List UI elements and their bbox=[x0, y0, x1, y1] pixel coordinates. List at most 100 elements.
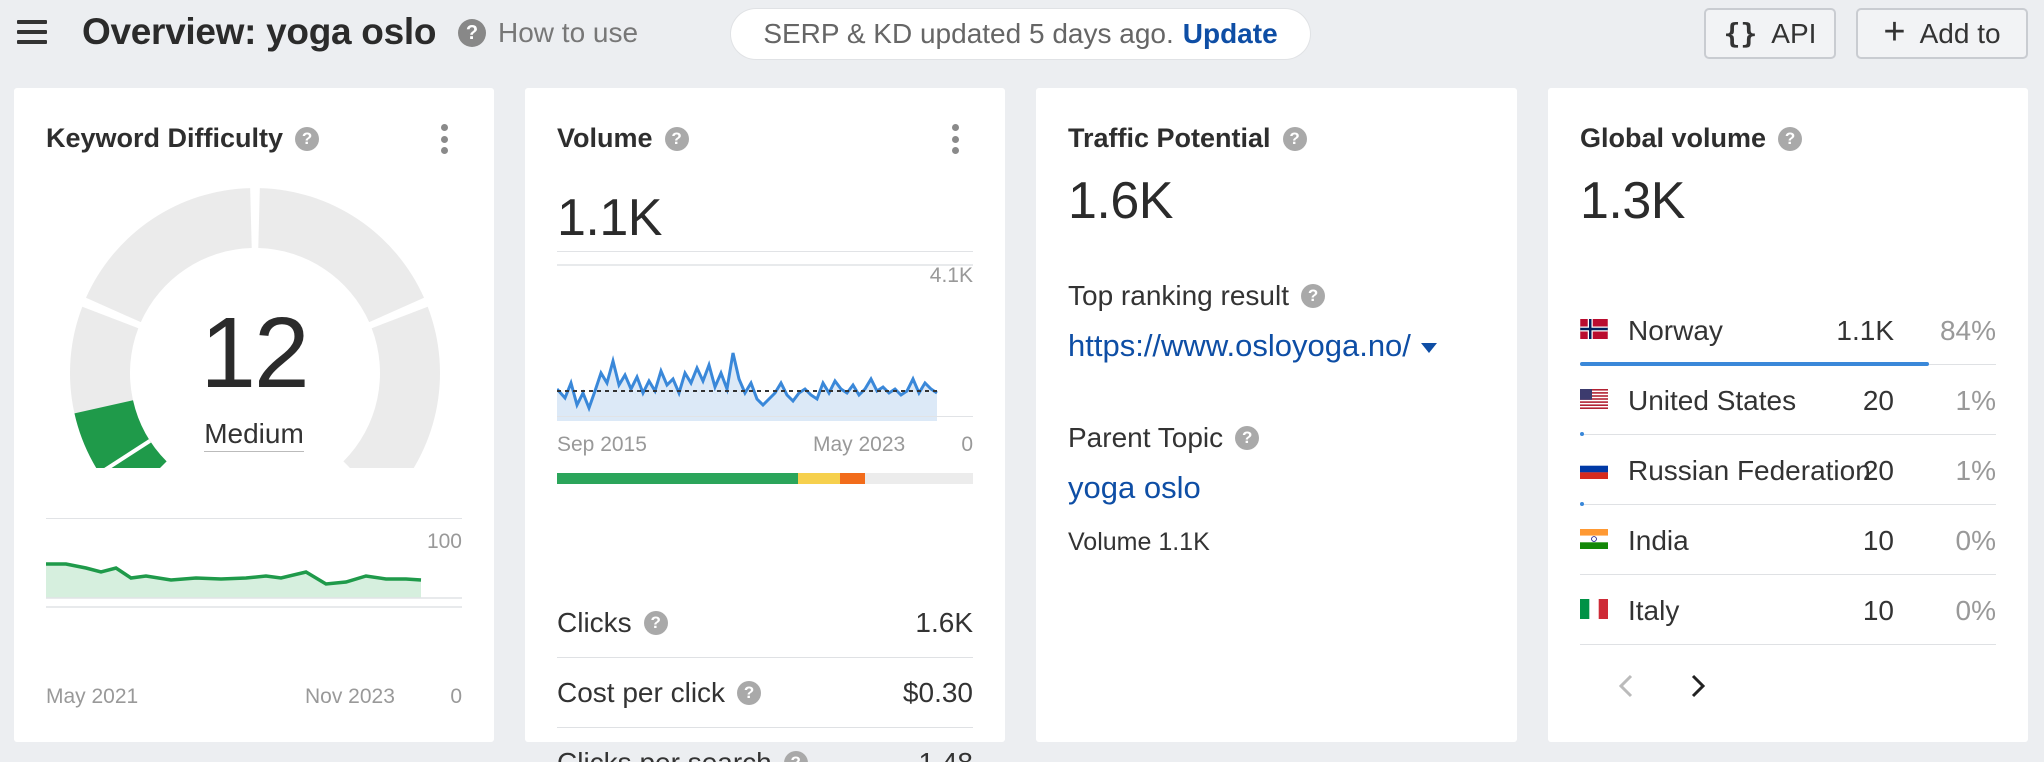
global-volume-card: Global volume ? 1.3K Norway 1.1K 84% Uni… bbox=[1548, 88, 2028, 742]
volume-area bbox=[557, 353, 937, 421]
axis-end-label: May 2023 bbox=[813, 433, 906, 456]
braces-icon: {} bbox=[1723, 17, 1758, 50]
country-percent: 1% bbox=[1955, 455, 1996, 486]
country-volume: 20 bbox=[1862, 385, 1894, 416]
intent-share-bar bbox=[557, 473, 973, 484]
axis-start-label: May 2021 bbox=[46, 685, 139, 708]
metric-label: Clicks bbox=[557, 606, 632, 638]
italy-flag-icon bbox=[1580, 599, 1608, 619]
gauge-segment bbox=[343, 306, 440, 468]
previous-page-button[interactable] bbox=[1606, 666, 1646, 706]
card-title: Volume bbox=[557, 123, 653, 153]
us-flag-icon bbox=[1580, 389, 1608, 409]
gauge-divider bbox=[104, 439, 152, 468]
country-volume: 10 bbox=[1862, 525, 1894, 556]
axis-start-label: Sep 2015 bbox=[557, 433, 647, 456]
country-row[interactable]: Norway 1.1K 84% bbox=[1580, 295, 1996, 366]
metric-label: Clicks per search bbox=[557, 747, 772, 762]
country-row[interactable]: United States 20 1% bbox=[1580, 365, 1996, 436]
kd-line bbox=[46, 562, 422, 586]
country-volume: 20 bbox=[1862, 455, 1894, 486]
more-options-icon[interactable] bbox=[951, 124, 959, 154]
next-page-button[interactable] bbox=[1678, 666, 1718, 706]
chart-baseline bbox=[557, 416, 973, 417]
metric-row-clicks: Clicks? 1.6K bbox=[557, 588, 973, 658]
chart-top-line bbox=[557, 251, 973, 252]
parent-topic-link[interactable]: yoga oslo bbox=[1068, 470, 1201, 505]
chevron-left-icon bbox=[1618, 674, 1633, 698]
axis-end-label: Nov 2023 bbox=[305, 685, 395, 708]
help-icon[interactable]: ? bbox=[1778, 126, 1803, 151]
intent-segment-orange bbox=[839, 473, 865, 484]
intent-segment-yellow bbox=[798, 473, 840, 484]
metric-value: 1.6K bbox=[915, 606, 973, 638]
country-percent: 0% bbox=[1955, 595, 1996, 626]
help-icon[interactable]: ? bbox=[1301, 284, 1326, 308]
update-link[interactable]: Update bbox=[1182, 18, 1278, 49]
help-icon[interactable]: ? bbox=[1235, 426, 1260, 450]
page-title: Overview: yoga oslo bbox=[82, 11, 437, 52]
kd-level: Medium bbox=[204, 418, 304, 452]
help-icon[interactable]: ? bbox=[643, 610, 668, 635]
help-icon[interactable]: ? bbox=[737, 680, 762, 705]
add-to-button-label: Add to bbox=[1919, 17, 2001, 49]
volume-line bbox=[557, 352, 938, 413]
axis-min-label: 0 bbox=[961, 433, 973, 456]
dropdown-caret-icon[interactable] bbox=[1420, 343, 1437, 353]
api-button-label: API bbox=[1771, 17, 1817, 49]
menu-icon[interactable] bbox=[17, 20, 47, 44]
how-to-use-label: How to use bbox=[498, 17, 639, 48]
traffic-value: 1.6K bbox=[1068, 172, 1173, 230]
metric-row-cpc: Cost per click? $0.30 bbox=[557, 658, 973, 728]
country-percent: 0% bbox=[1955, 525, 1996, 556]
help-icon[interactable]: ? bbox=[1282, 126, 1307, 151]
top-ranking-url-link[interactable]: https://www.osloyoga.no/ bbox=[1068, 328, 1437, 364]
keyword-difficulty-card: Keyword Difficulty ? 12 Medium 100 May 2… bbox=[14, 88, 494, 742]
metric-value: $0.30 bbox=[902, 676, 973, 708]
help-icon[interactable]: ? bbox=[664, 126, 689, 151]
norway-flag-icon bbox=[1580, 319, 1608, 339]
country-percent: 84% bbox=[1939, 315, 1996, 346]
india-flag-icon bbox=[1580, 529, 1608, 549]
metric-value: 1.48 bbox=[919, 747, 974, 762]
country-row[interactable]: India 10 0% bbox=[1580, 505, 1996, 575]
country-name: Italy bbox=[1628, 595, 1680, 626]
help-icon[interactable]: ? bbox=[295, 126, 320, 151]
country-name: Norway bbox=[1628, 315, 1723, 346]
axis-max-label: 4.1K bbox=[929, 264, 973, 287]
country-row[interactable]: Russian Federation 20 1% bbox=[1580, 435, 1996, 506]
chevron-right-icon bbox=[1691, 674, 1706, 698]
country-volume: 1.1K bbox=[1836, 315, 1894, 346]
parent-topic-volume: Volume 1.1K bbox=[1068, 528, 1210, 556]
axis-max-label: 100 bbox=[426, 530, 462, 553]
card-title: Traffic Potential bbox=[1068, 123, 1271, 153]
add-to-button[interactable]: + Add to bbox=[1856, 8, 2028, 59]
top-ranking-url: https://www.osloyoga.no/ bbox=[1068, 328, 1411, 363]
country-volume: 10 bbox=[1862, 595, 1894, 626]
more-options-icon[interactable] bbox=[440, 124, 448, 154]
kd-area bbox=[46, 564, 421, 598]
country-row[interactable]: Italy 10 0% bbox=[1580, 575, 1996, 645]
gauge-fill bbox=[74, 400, 167, 468]
top-ranking-label: Top ranking result bbox=[1068, 280, 1290, 311]
plus-icon: + bbox=[1883, 11, 1906, 53]
card-title: Global volume bbox=[1580, 123, 1767, 153]
country-name: United States bbox=[1628, 385, 1797, 416]
gauge-value-arc bbox=[74, 400, 167, 468]
axis-min-label: 0 bbox=[450, 685, 462, 708]
gauge-segment bbox=[258, 188, 425, 323]
parent-topic-label: Parent Topic bbox=[1068, 422, 1224, 453]
chart-top-line bbox=[46, 518, 462, 519]
how-to-use-link[interactable]: ? How to use bbox=[458, 17, 638, 49]
metric-row-cps: Clicks per search? 1.48 bbox=[557, 728, 973, 762]
country-percent: 1% bbox=[1955, 385, 1996, 416]
api-button[interactable]: {} API bbox=[1704, 8, 1836, 59]
help-icon[interactable]: ? bbox=[783, 751, 808, 762]
help-icon: ? bbox=[458, 19, 486, 47]
volume-value: 1.1K bbox=[557, 189, 662, 247]
serp-status-text: SERP & KD updated 5 days ago. bbox=[763, 18, 1174, 49]
russia-flag-icon bbox=[1580, 459, 1608, 479]
serp-status-banner: SERP & KD updated 5 days ago. Update bbox=[731, 9, 1310, 59]
country-name: India bbox=[1628, 525, 1689, 556]
kd-history-chart bbox=[46, 562, 462, 608]
